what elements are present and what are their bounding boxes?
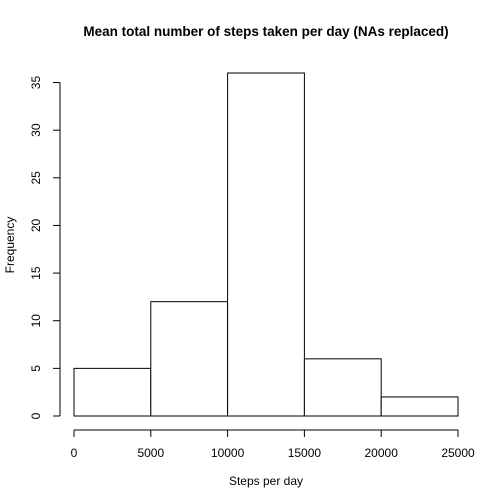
y-tick-label: 20 [29,218,43,232]
x-axis-label: Steps per day [229,474,303,488]
histogram-bar [380,396,459,417]
y-tick-label: 5 [29,365,43,372]
y-axis-label: Frequency [3,217,17,274]
y-axis: 0 5 10 15 20 25 30 35 [29,76,61,419]
x-tick-label: 15000 [288,446,322,460]
x-tick-label: 10000 [211,446,245,460]
histogram-bar [227,72,305,417]
y-tick-label: 0 [29,412,43,419]
y-tick-label: 35 [29,76,43,90]
histogram-bar [150,301,229,417]
chart-title: Mean total number of steps taken per day… [83,24,448,39]
histogram-bar [303,358,382,417]
bars-group [73,72,459,417]
y-tick-label: 25 [29,171,43,185]
histogram-bar [73,367,152,417]
y-tick-label: 10 [29,314,43,328]
y-tick-label: 15 [29,266,43,280]
x-axis: 0 5000 10000 15000 20000 25000 [71,429,475,460]
x-tick-label: 25000 [441,446,475,460]
x-tick-label: 20000 [365,446,399,460]
x-tick-label: 5000 [137,446,164,460]
y-tick-label: 30 [29,123,43,137]
x-tick-label: 0 [71,446,78,460]
